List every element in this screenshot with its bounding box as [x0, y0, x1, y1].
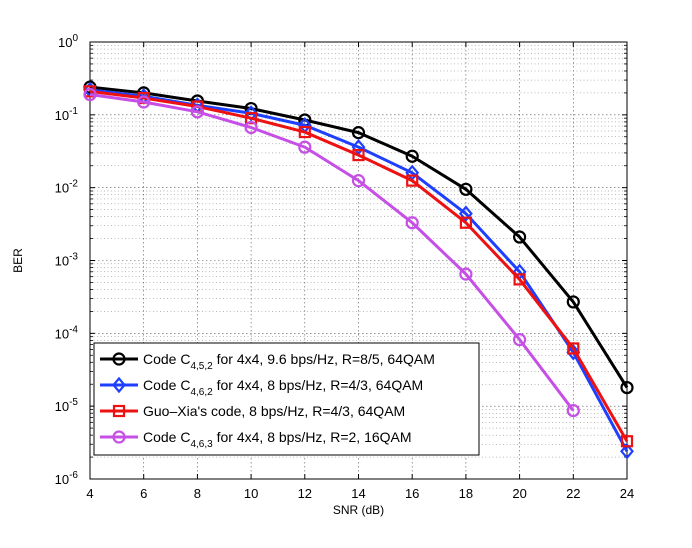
y-tick-exponent: 0 [72, 33, 78, 44]
y-tick-base: 10 [55, 181, 69, 196]
x-tick-label: 8 [194, 486, 201, 501]
data-point [459, 267, 473, 281]
x-tick-label: 4 [86, 486, 93, 501]
y-tick-exponent: -4 [69, 324, 78, 335]
data-point [352, 148, 365, 162]
legend: Code C4,5,2 for 4x4, 9.6 bps/Hz, R=8/5, … [93, 342, 480, 456]
data-point [566, 344, 581, 361]
x-tick-label: 16 [405, 486, 419, 501]
y-tick-exponent: -5 [69, 397, 78, 408]
data-point [458, 205, 473, 222]
data-point [406, 174, 419, 187]
data-point [351, 126, 366, 140]
legend-label-main: Code C [143, 429, 190, 445]
legend-box [93, 342, 480, 456]
data-point [298, 125, 311, 139]
x-tick-label: 14 [351, 486, 365, 501]
legend-entry-guo-xia-code: Guo–Xia's code, 8 bps/Hz, R=4/3, 64QAM [100, 403, 405, 419]
x-tick-label: 10 [244, 486, 258, 501]
data-point [512, 230, 527, 244]
y-tick-base: 10 [58, 35, 72, 50]
data-point [620, 435, 634, 448]
legend-label: Code C4,6,3 for 4x4, 8 bps/Hz, R=2, 16QA… [143, 429, 412, 450]
y-tick-exponent: -6 [69, 470, 78, 481]
x-tick-label: 6 [140, 486, 147, 501]
data-point [245, 112, 258, 125]
data-point [459, 182, 473, 196]
legend-marker [112, 376, 126, 394]
legend-label: Code C4,5,2 for 4x4, 9.6 bps/Hz, R=8/5, … [143, 351, 435, 372]
y-tick-base: 10 [55, 399, 69, 414]
data-point [137, 95, 151, 109]
y-axis-title: BER [11, 248, 25, 273]
legend-label-main: Code C [143, 351, 190, 367]
legend-label: Code C4,6,2 for 4x4, 8 bps/Hz, R=4/3, 64… [143, 377, 423, 398]
y-tick-label: 10-2 [55, 179, 79, 196]
y-tick-exponent: -1 [69, 106, 78, 117]
data-point [459, 216, 472, 229]
legend-entry-code-c462: Code C4,6,2 for 4x4, 8 bps/Hz, R=4/3, 64… [100, 376, 423, 398]
series-line [89, 93, 575, 412]
y-tick-label: 10-5 [55, 397, 79, 414]
legend-label-rest: for 4x4, 9.6 bps/Hz, R=8/5, 64QAM [213, 351, 435, 367]
x-tick-label: 20 [512, 486, 526, 501]
y-tick-label: 10-6 [55, 470, 79, 487]
data-point [566, 295, 580, 309]
legend-marker [112, 404, 126, 418]
x-tick-label: 18 [459, 486, 473, 501]
series-guo-xia-code [83, 85, 634, 448]
legend-label-main: Code C [143, 377, 190, 393]
axis-ticks [89, 41, 628, 480]
data-point [83, 87, 97, 102]
data-point [566, 403, 580, 418]
y-tick-base: 10 [55, 254, 69, 269]
data-point [405, 216, 419, 230]
data-point [244, 120, 258, 135]
legend-marker [112, 430, 126, 444]
series-code-c463 [83, 87, 580, 418]
legend-entry-code-c463: Code C4,6,3 for 4x4, 8 bps/Hz, R=2, 16QA… [100, 429, 412, 450]
legend-label-main: Guo–Xia's code, 8 bps/Hz, R=4/3, 64QAM [143, 403, 405, 419]
series-lines [83, 80, 634, 460]
x-tick-label: 12 [298, 486, 312, 501]
legend-label-subscript: 4,5,2 [190, 361, 213, 372]
legend-label-subscript: 4,6,3 [190, 439, 213, 450]
legend-entry-code-c452: Code C4,5,2 for 4x4, 9.6 bps/Hz, R=8/5, … [100, 351, 435, 372]
data-point [190, 105, 204, 119]
legend-label: Guo–Xia's code, 8 bps/Hz, R=4/3, 64QAM [143, 403, 405, 419]
legend-label-rest: for 4x4, 8 bps/Hz, R=4/3, 64QAM [213, 377, 424, 393]
legend-marker [112, 352, 126, 366]
series-line [89, 89, 629, 442]
axis-labels: 4 6 8 10 12 14 16 18 20 22 2410010-110-210-310-410… [55, 33, 635, 501]
y-tick-base: 10 [55, 326, 69, 341]
y-tick-exponent: -3 [69, 252, 78, 263]
y-tick-label: 10-1 [55, 106, 79, 123]
data-point [351, 174, 366, 188]
legend-label-rest: for 4x4, 8 bps/Hz, R=2, 16QAM [213, 429, 412, 445]
y-tick-label: 10-4 [55, 324, 79, 341]
series-code-c452 [83, 80, 634, 395]
x-tick-label: 24 [620, 486, 634, 501]
x-tick-label: 22 [566, 486, 580, 501]
data-point [244, 105, 259, 122]
data-point [567, 342, 580, 355]
y-tick-base: 10 [55, 472, 69, 487]
data-point [620, 443, 634, 460]
series-line [89, 85, 629, 389]
data-point [512, 333, 527, 347]
y-tick-label: 100 [58, 33, 78, 50]
data-point [405, 149, 419, 163]
data-point [513, 273, 526, 286]
y-tick-exponent: -2 [69, 179, 78, 190]
data-point [620, 380, 634, 395]
x-axis-title: SNR (dB) [333, 503, 384, 517]
legend-label-subscript: 4,6,2 [190, 387, 213, 398]
y-tick-label: 10-3 [55, 252, 79, 269]
data-point [298, 140, 312, 154]
y-tick-base: 10 [55, 108, 69, 123]
